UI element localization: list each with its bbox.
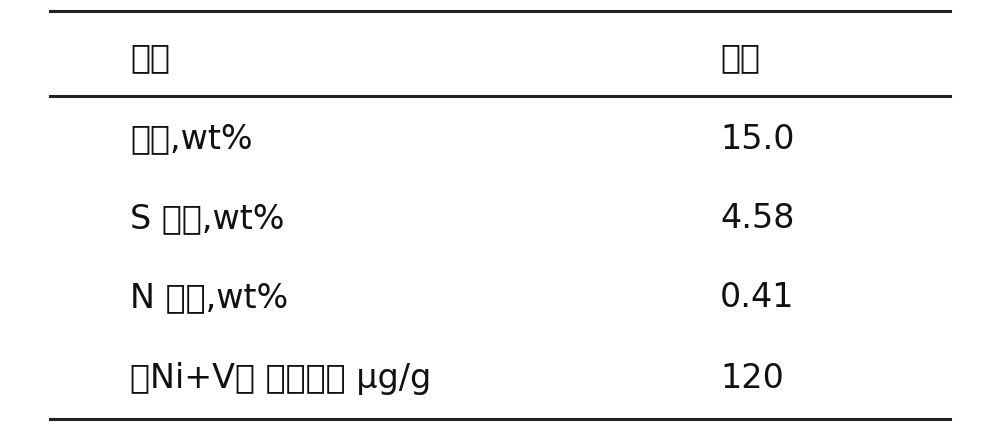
Text: 项目: 项目: [130, 41, 170, 74]
Text: 原料: 原料: [720, 41, 760, 74]
Text: （Ni+V） 金属含量 μg/g: （Ni+V） 金属含量 μg/g: [130, 362, 431, 395]
Text: 120: 120: [720, 362, 784, 395]
Text: 15.0: 15.0: [720, 122, 794, 156]
Text: 残炭,wt%: 残炭,wt%: [130, 122, 253, 156]
Text: N 含量,wt%: N 含量,wt%: [130, 281, 288, 314]
Text: 0.41: 0.41: [720, 281, 794, 314]
Text: 4.58: 4.58: [720, 202, 794, 235]
Text: S 含量,wt%: S 含量,wt%: [130, 202, 285, 235]
